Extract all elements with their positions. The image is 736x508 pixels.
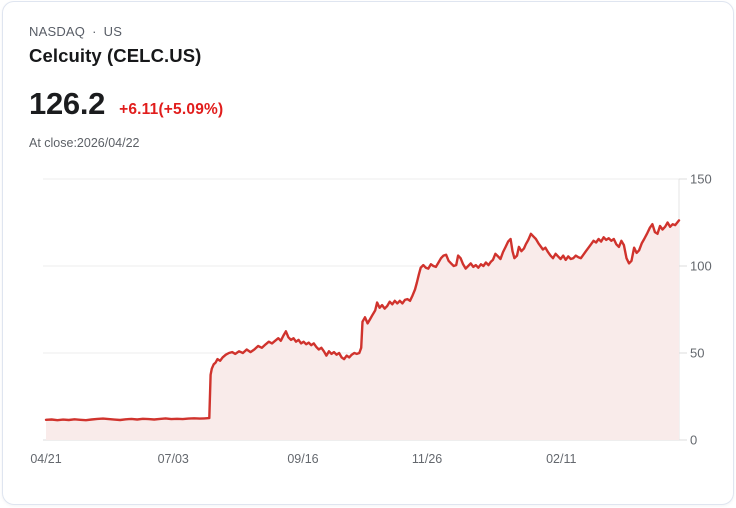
stock-title: Celcuity (CELC.US): [29, 44, 202, 66]
region-label: US: [103, 24, 123, 39]
as-of-note: At close:2026/04/22: [29, 136, 140, 151]
current-price: 126.2: [29, 86, 106, 122]
y-tick-label: 50: [690, 346, 704, 361]
x-tick-label: 11/26: [412, 452, 442, 466]
exchange-label: NASDAQ: [29, 24, 86, 39]
x-tick-label: 07/03: [158, 452, 189, 466]
price-row: 126.2 +6.11(+5.09%): [29, 88, 707, 119]
x-tick-label: 04/21: [30, 452, 61, 466]
price-chart[interactable]: 0 50 100 150 04/21 07/03 09/16 11/26 02/11: [3, 2, 734, 505]
exchange-row: NASDAQ · US: [29, 24, 707, 40]
y-tick-label: 100: [690, 259, 712, 274]
price-line: [44, 219, 681, 422]
y-tick-label: 150: [690, 172, 712, 187]
x-tick-label: 02/11: [546, 452, 576, 466]
price-change: +6.11(+5.09%): [119, 101, 224, 119]
separator-dot: ·: [92, 24, 97, 39]
x-tick-label: 09/16: [287, 452, 318, 466]
y-tick-label: 0: [690, 433, 697, 448]
stock-header: NASDAQ · US Celcuity (CELC.US) 126.2 +6.11…: [29, 24, 707, 151]
